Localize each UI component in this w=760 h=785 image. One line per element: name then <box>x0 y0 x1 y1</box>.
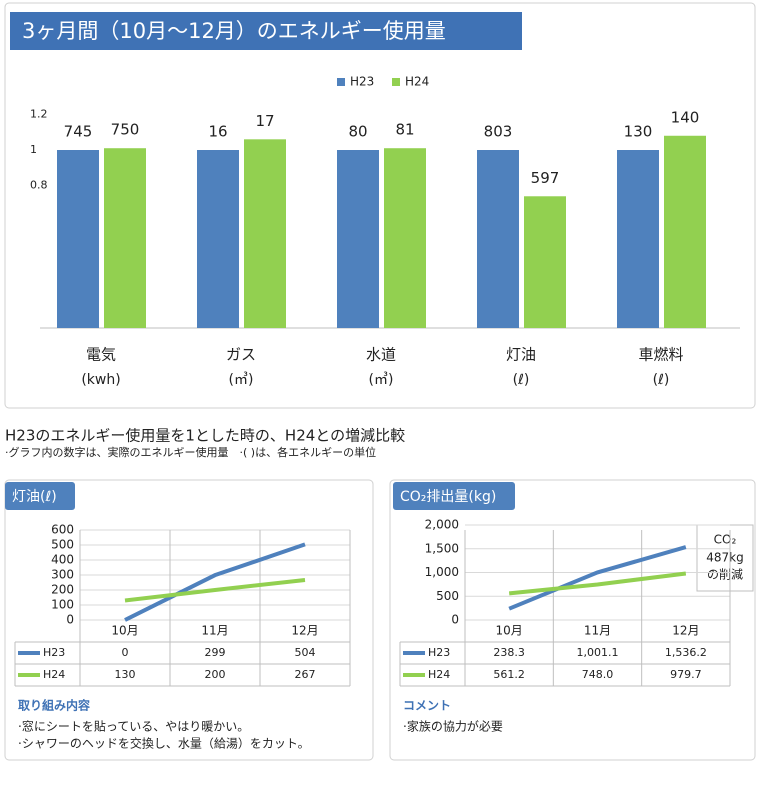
notes-line: ·窓にシートを貼っている、やはり暖かい。 <box>18 719 249 734</box>
x-tick-label: 11月 <box>201 624 228 638</box>
x-tick-label: 水道 <box>366 346 396 364</box>
y-tick-label: 500 <box>51 538 74 552</box>
bar <box>57 150 99 328</box>
panel-tab <box>393 482 515 510</box>
data-label: 140 <box>671 108 700 126</box>
legend-swatch <box>337 78 345 86</box>
table-value: 561.2 <box>493 668 525 681</box>
notes-title: コメント <box>403 699 451 713</box>
y-tick-label: 1 <box>30 143 37 156</box>
legend-label: H23 <box>350 75 374 89</box>
table-value: 979.7 <box>670 668 702 681</box>
y-tick-label: 0 <box>66 613 74 627</box>
legend-label: H24 <box>43 668 65 681</box>
y-tick-label: 600 <box>51 523 74 537</box>
title-banner <box>10 12 522 50</box>
annotation: CO₂ <box>714 533 737 547</box>
data-label: 750 <box>111 121 140 139</box>
x-tick-label: 10月 <box>111 624 138 638</box>
data-label: 597 <box>531 169 560 187</box>
data-label: 130 <box>624 123 653 141</box>
notes-line: ·家族の協力が必要 <box>403 719 503 734</box>
chart-title: 3ヶ月間（10月～12月）のエネルギー使用量 <box>22 19 446 43</box>
data-label: 745 <box>64 123 93 141</box>
x-tick-label: 12月 <box>291 624 318 638</box>
table-value: 238.3 <box>493 646 525 659</box>
y-tick-label: 1,500 <box>425 541 459 555</box>
y-tick-label: 200 <box>51 583 74 597</box>
y-tick-label: 2,000 <box>425 518 459 532</box>
caption-heading: H23のエネルギー使用量を1とした時の、H24との増減比較 <box>5 427 405 445</box>
line <box>508 571 687 596</box>
data-label: 81 <box>395 121 414 139</box>
table-value: 299 <box>205 646 226 659</box>
line <box>124 542 306 622</box>
bar <box>617 150 659 328</box>
data-label: 17 <box>255 112 274 130</box>
data-label: 16 <box>208 123 227 141</box>
y-tick-label: 300 <box>51 568 74 582</box>
bar <box>384 148 426 328</box>
bar <box>337 150 379 328</box>
table-value: 748.0 <box>582 668 614 681</box>
y-tick-label: 0 <box>451 613 459 627</box>
x-tick-label: 電気 <box>86 346 116 364</box>
unit-label: (ℓ) <box>653 372 670 388</box>
legend-swatch <box>392 78 400 86</box>
x-tick-label: 11月 <box>584 624 611 638</box>
table-value: 504 <box>295 646 316 659</box>
table-value: 267 <box>295 668 316 681</box>
x-tick-label: 灯油 <box>506 346 536 364</box>
y-tick-label: 1.2 <box>30 107 48 120</box>
notes-title: 取り組み内容 <box>18 698 90 713</box>
unit-label: (㎥) <box>229 372 254 388</box>
line <box>124 577 306 603</box>
bar <box>477 150 519 328</box>
bar <box>197 150 239 328</box>
unit-label: (kwh) <box>81 372 120 388</box>
table-value: 1,001.1 <box>577 646 619 659</box>
legend-label: H24 <box>428 668 450 681</box>
caption-note: ·グラフ内の数字は、実際のエネルギー使用量 ·( )は、各エネルギーの単位 <box>5 445 376 459</box>
unit-label: (㎥) <box>369 372 394 388</box>
unit-label: (ℓ) <box>513 372 530 388</box>
x-tick-label: ガス <box>226 346 256 364</box>
y-tick-label: 1,000 <box>425 565 459 579</box>
y-tick-label: 500 <box>436 589 459 603</box>
legend-label: H23 <box>43 646 65 659</box>
table-value: 130 <box>115 668 136 681</box>
x-tick-label: 車燃料 <box>638 346 683 364</box>
table-value: 200 <box>205 668 226 681</box>
bar <box>244 139 286 328</box>
top-panel <box>4 2 756 409</box>
data-label: 803 <box>484 123 513 141</box>
notes-line: ·シャワーのヘッドを交換し、水量（給湯）をカット。 <box>18 736 310 751</box>
y-tick-label: 400 <box>51 553 74 567</box>
x-tick-label: 12月 <box>672 624 699 638</box>
annotation: 487kg <box>706 551 743 565</box>
bar <box>664 135 706 328</box>
bar <box>104 148 146 328</box>
line <box>508 545 687 611</box>
x-tick-label: 10月 <box>496 624 523 638</box>
table-value: 1,536.2 <box>665 646 707 659</box>
legend-label: H24 <box>405 75 429 89</box>
table-value: 0 <box>122 646 129 659</box>
panel-tab <box>5 482 75 510</box>
legend-label: H23 <box>428 646 450 659</box>
annotation: の削減 <box>707 567 743 582</box>
y-tick-label: 0.8 <box>30 179 48 192</box>
panel-title: CO₂排出量(kg) <box>400 489 496 505</box>
panel-title: 灯油(ℓ) <box>12 489 57 505</box>
bar <box>524 196 566 328</box>
y-tick-label: 100 <box>51 598 74 612</box>
data-label: 80 <box>348 123 367 141</box>
